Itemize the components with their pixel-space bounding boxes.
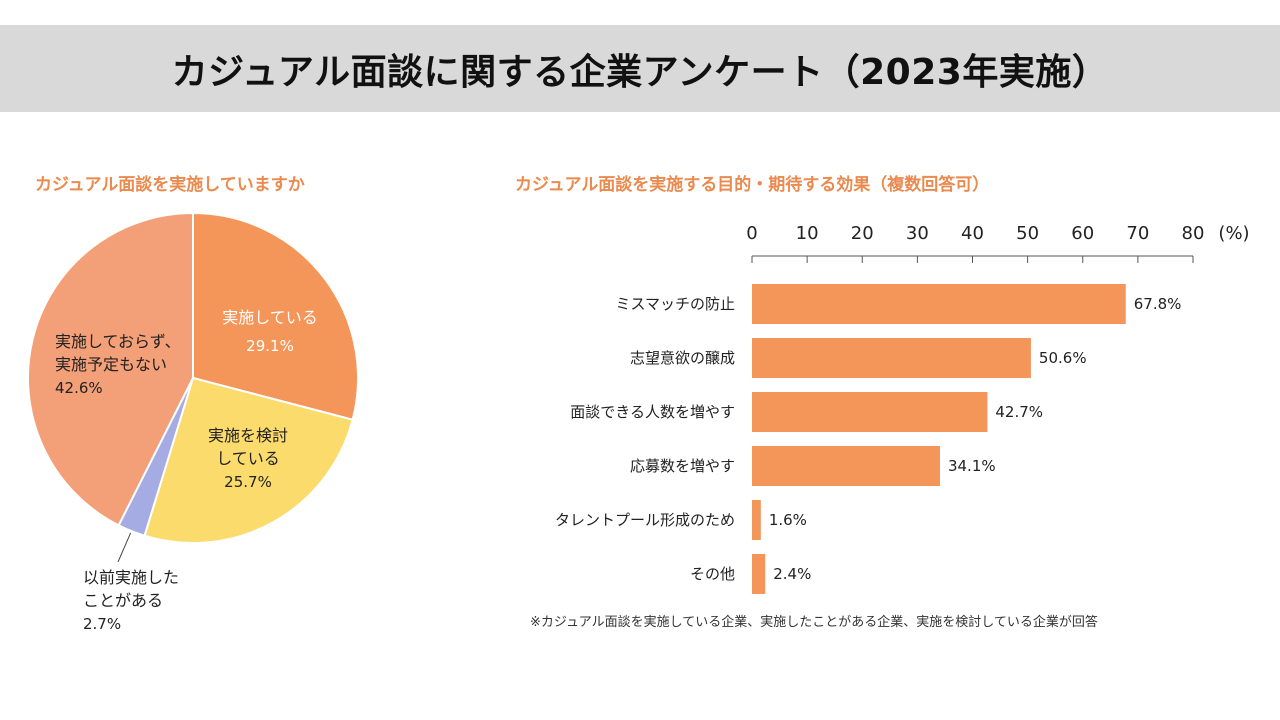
- pie-label-past: 以前実施した: [83, 568, 179, 587]
- page-title: カジュアル面談に関する企業アンケート（2023年実施）: [171, 51, 1109, 93]
- bar: [752, 446, 940, 486]
- bar-value-label: 1.6%: [769, 511, 807, 529]
- bar-category-label: ミスマッチの防止: [615, 295, 735, 313]
- pie-value-implemented: 29.1%: [246, 337, 294, 355]
- x-unit-label: (%): [1218, 223, 1249, 244]
- bar-category-label: 志望意欲の醸成: [630, 349, 735, 367]
- x-tick-label: 50: [1016, 223, 1039, 244]
- x-tick-label: 10: [796, 223, 819, 244]
- bar: [752, 284, 1126, 324]
- bar-value-label: 67.8%: [1134, 295, 1182, 313]
- title-bar: カジュアル面談に関する企業アンケート（2023年実施）: [0, 25, 1280, 112]
- x-tick-label: 30: [906, 223, 929, 244]
- pie-slice-implemented: [192, 211, 359, 421]
- pie-value-past: 2.7%: [83, 615, 121, 633]
- bar-category-label: タレントプール形成のため: [555, 511, 735, 529]
- bar: [752, 500, 761, 540]
- x-tick-label: 20: [851, 223, 874, 244]
- pie-value-considering: 25.7%: [224, 473, 272, 491]
- bar: [752, 554, 766, 594]
- bar-value-label: 2.4%: [773, 565, 811, 583]
- x-tick-label: 0: [746, 223, 757, 244]
- pie-slice-none: [27, 211, 194, 527]
- pie-label-none: 実施予定もない: [55, 355, 167, 374]
- bar-value-label: 50.6%: [1039, 349, 1087, 367]
- bar: [752, 338, 1031, 378]
- pie-slice-considering: [143, 376, 354, 544]
- x-tick-label: 60: [1071, 223, 1094, 244]
- footnote: ※カジュアル面談を実施している企業、実施したことがある企業、実施を検討している企…: [530, 615, 1098, 630]
- bar: [752, 392, 988, 432]
- pie-leader-line: [117, 532, 132, 563]
- bar-category-label: 応募数を増やす: [630, 457, 735, 475]
- x-tick-label: 80: [1182, 223, 1205, 244]
- bar-value-label: 42.7%: [995, 403, 1043, 421]
- pie-label-none: 実施しておらず、: [55, 332, 181, 351]
- x-tick-label: 40: [961, 223, 984, 244]
- bar-chart-title: カジュアル面談を実施する目的・期待する効果（複数回答可）: [515, 175, 990, 195]
- bar-category-label: その他: [690, 565, 735, 583]
- pie-value-none: 42.6%: [55, 379, 103, 397]
- pie-label-considering: 実施を検討: [208, 426, 288, 445]
- pie-chart-title: カジュアル面談を実施していますか: [35, 175, 305, 195]
- pie-label-past: ことがある: [83, 591, 163, 610]
- bar-category-label: 面談できる人数を増やす: [570, 403, 735, 421]
- x-tick-label: 70: [1126, 223, 1149, 244]
- bar-chart: 0 10 20 30 40 50 60 70 80 (%) ミスマッチの防止 67.8% 志望意欲の醸成…: [555, 223, 1250, 594]
- pie-label-considering: している: [216, 449, 280, 468]
- bar-value-label: 34.1%: [948, 457, 996, 475]
- pie-label-implemented: 実施している: [222, 308, 318, 327]
